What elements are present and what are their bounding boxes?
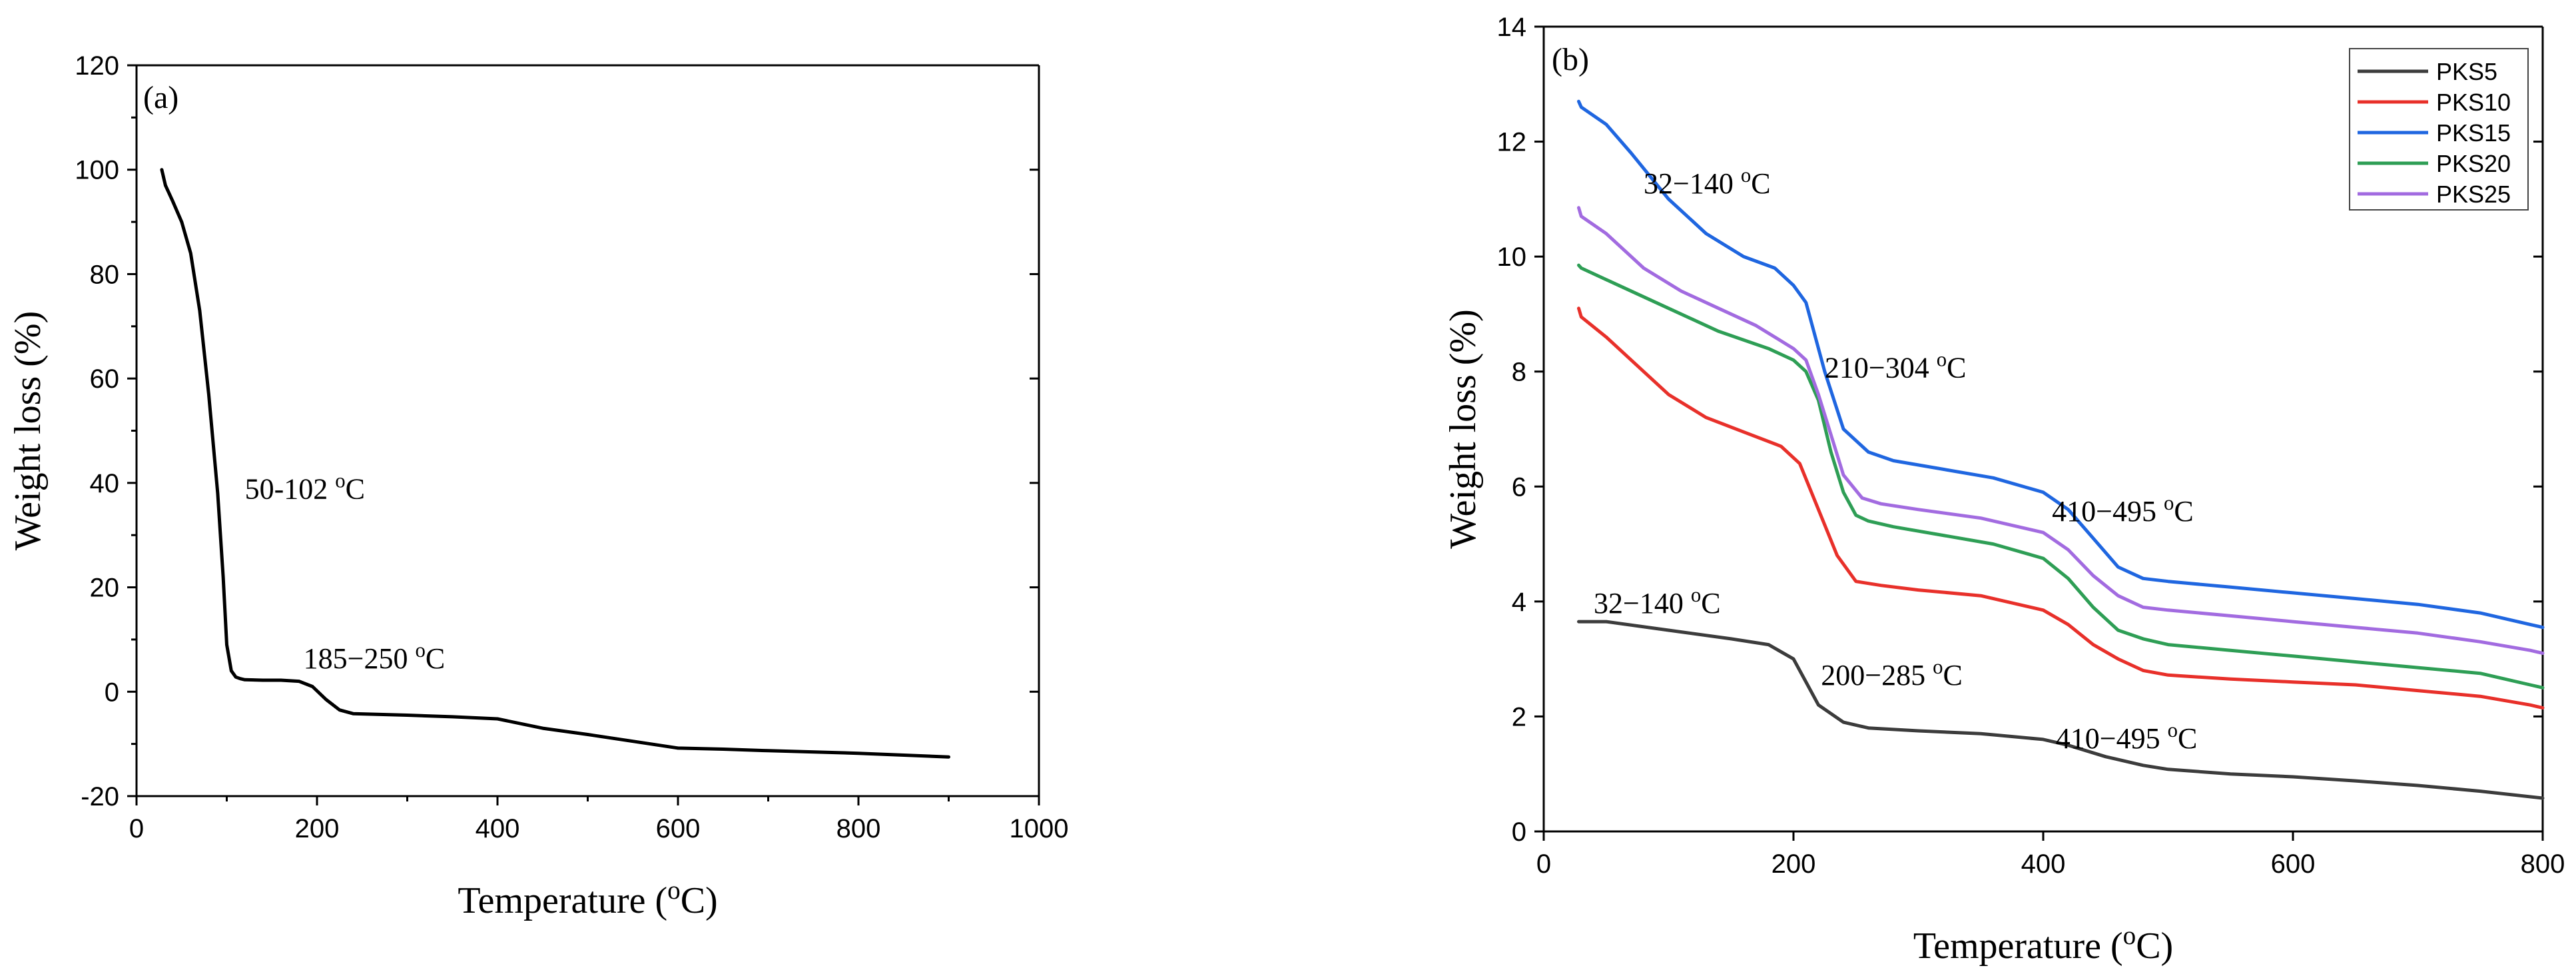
annotation-b2: 210−304 oC bbox=[1825, 348, 1967, 384]
annotation-b3-degree-sup: o bbox=[2164, 492, 2174, 514]
legend-label-pks5: PKS5 bbox=[2436, 58, 2497, 85]
panel-label: (b) bbox=[1552, 42, 1589, 77]
x-tick-label: 200 bbox=[1771, 849, 1816, 879]
x-tick-label: 0 bbox=[129, 814, 144, 843]
annotation-b2-text: 210−304 bbox=[1825, 351, 1937, 384]
series-line-pks20 bbox=[1577, 263, 2545, 690]
annotation-b1: 32−140 oC bbox=[1644, 164, 1771, 200]
annotation-a2-unit: C bbox=[426, 642, 445, 675]
y-tick-label: 2 bbox=[1512, 702, 1526, 732]
x-tick-label: 600 bbox=[2271, 849, 2316, 879]
series-line-pks5 bbox=[1577, 620, 2545, 800]
x-axis-title-degree-sup: o bbox=[667, 876, 681, 905]
y-tick-label: 0 bbox=[1512, 817, 1526, 847]
y-tick-label: 20 bbox=[90, 574, 120, 603]
annotation-b5-text: 200−285 bbox=[1821, 659, 1933, 692]
y-tick-label: 12 bbox=[1497, 128, 1527, 157]
y-tick-label: 4 bbox=[1512, 588, 1526, 617]
y-axis-title: Weight loss (%) bbox=[1443, 309, 1484, 548]
annotation-b3-unit: C bbox=[2174, 495, 2193, 528]
x-tick-label: 200 bbox=[295, 814, 340, 843]
y-tick-label: 10 bbox=[1497, 243, 1527, 272]
x-axis-title-unit: C) bbox=[681, 880, 718, 921]
y-tick-label: 120 bbox=[75, 51, 119, 81]
annotation-a1: 50-102 oC bbox=[245, 469, 365, 505]
series-line-weight-loss bbox=[160, 168, 950, 759]
annotation-b6-text: 410−495 bbox=[2056, 722, 2168, 755]
panel-a-chart: 0 200 400 600 800 1000 -20 0 20 40 60 80 100 120 Tempe… bbox=[7, 51, 1068, 921]
annotation-b4-text: 32−140 bbox=[1594, 587, 1691, 620]
y-tick-label: -20 bbox=[81, 782, 119, 811]
annotation-a2-degree-sup: o bbox=[416, 639, 426, 662]
annotation-a1-unit: C bbox=[346, 472, 365, 505]
x-tick-label: 400 bbox=[476, 814, 520, 843]
series-line-pks15 bbox=[1577, 99, 2545, 630]
y-tick-label: 8 bbox=[1512, 358, 1526, 387]
legend-label-pks15: PKS15 bbox=[2436, 119, 2511, 147]
x-tick-label: 800 bbox=[2521, 849, 2565, 879]
legend-label-pks25: PKS25 bbox=[2436, 181, 2511, 208]
x-axis-title-degree-sup: o bbox=[2123, 921, 2136, 950]
annotation-a2-text: 185−250 bbox=[304, 642, 416, 675]
annotation-b1-degree-sup: o bbox=[1741, 164, 1751, 187]
x-axis-title-text: Temperature ( bbox=[1913, 925, 2123, 967]
legend-label-pks10: PKS10 bbox=[2436, 89, 2511, 116]
y-tick-label: 14 bbox=[1497, 13, 1527, 42]
annotation-b4-unit: C bbox=[1701, 587, 1720, 620]
annotation-b2-degree-sup: o bbox=[1937, 348, 1947, 370]
y-tick-label: 60 bbox=[90, 364, 120, 394]
legend: PKS5 PKS10 PKS15 PKS20 PKS25 bbox=[2349, 48, 2529, 211]
annotation-b3-text: 410−495 bbox=[2052, 495, 2164, 528]
x-tick-label: 0 bbox=[1536, 849, 1551, 879]
annotation-b4-degree-sup: o bbox=[1691, 584, 1701, 606]
legend-box bbox=[2349, 48, 2529, 211]
y-axis-title: Weight loss (%) bbox=[7, 311, 49, 550]
series-line-pks10 bbox=[1577, 306, 2545, 710]
annotation-b5: 200−285 oC bbox=[1821, 656, 1963, 692]
y-tick-label: 100 bbox=[75, 156, 119, 185]
x-axis-title: Temperature (oC) bbox=[1913, 921, 2173, 967]
annotation-b6-degree-sup: o bbox=[2168, 719, 2178, 741]
y-tick-label: 80 bbox=[90, 260, 120, 289]
x-tick-label: 800 bbox=[836, 814, 881, 843]
annotation-b6-unit: C bbox=[2178, 722, 2197, 755]
annotation-b3: 410−495 oC bbox=[2052, 492, 2194, 528]
x-tick-label: 1000 bbox=[1010, 814, 1069, 843]
annotation-a1-degree-sup: o bbox=[335, 469, 345, 492]
series-line-pks25 bbox=[1577, 206, 2545, 655]
annotation-b2-unit: C bbox=[1947, 351, 1966, 384]
x-tick-label: 600 bbox=[656, 814, 701, 843]
annotation-a1-text: 50-102 bbox=[245, 472, 336, 505]
annotation-b5-unit: C bbox=[1943, 659, 1962, 692]
x-axis-title-text: Temperature ( bbox=[458, 880, 667, 921]
annotation-b4: 32−140 oC bbox=[1594, 584, 1721, 620]
annotation-b6: 410−495 oC bbox=[2056, 719, 2198, 755]
x-tick-label: 400 bbox=[2021, 849, 2066, 879]
legend-label-pks20: PKS20 bbox=[2436, 150, 2511, 177]
y-tick-label: 6 bbox=[1512, 472, 1526, 502]
x-axis-title-unit: C) bbox=[2136, 925, 2173, 967]
annotation-b5-degree-sup: o bbox=[1933, 656, 1943, 678]
annotation-b1-text: 32−140 bbox=[1644, 167, 1741, 200]
panel-label: (a) bbox=[143, 80, 178, 115]
annotation-b1-unit: C bbox=[1751, 167, 1770, 200]
y-tick-label: 0 bbox=[105, 678, 119, 707]
annotation-a2: 185−250 oC bbox=[304, 639, 446, 675]
y-tick-label: 40 bbox=[90, 469, 120, 498]
x-axis-title: Temperature (oC) bbox=[458, 876, 717, 922]
